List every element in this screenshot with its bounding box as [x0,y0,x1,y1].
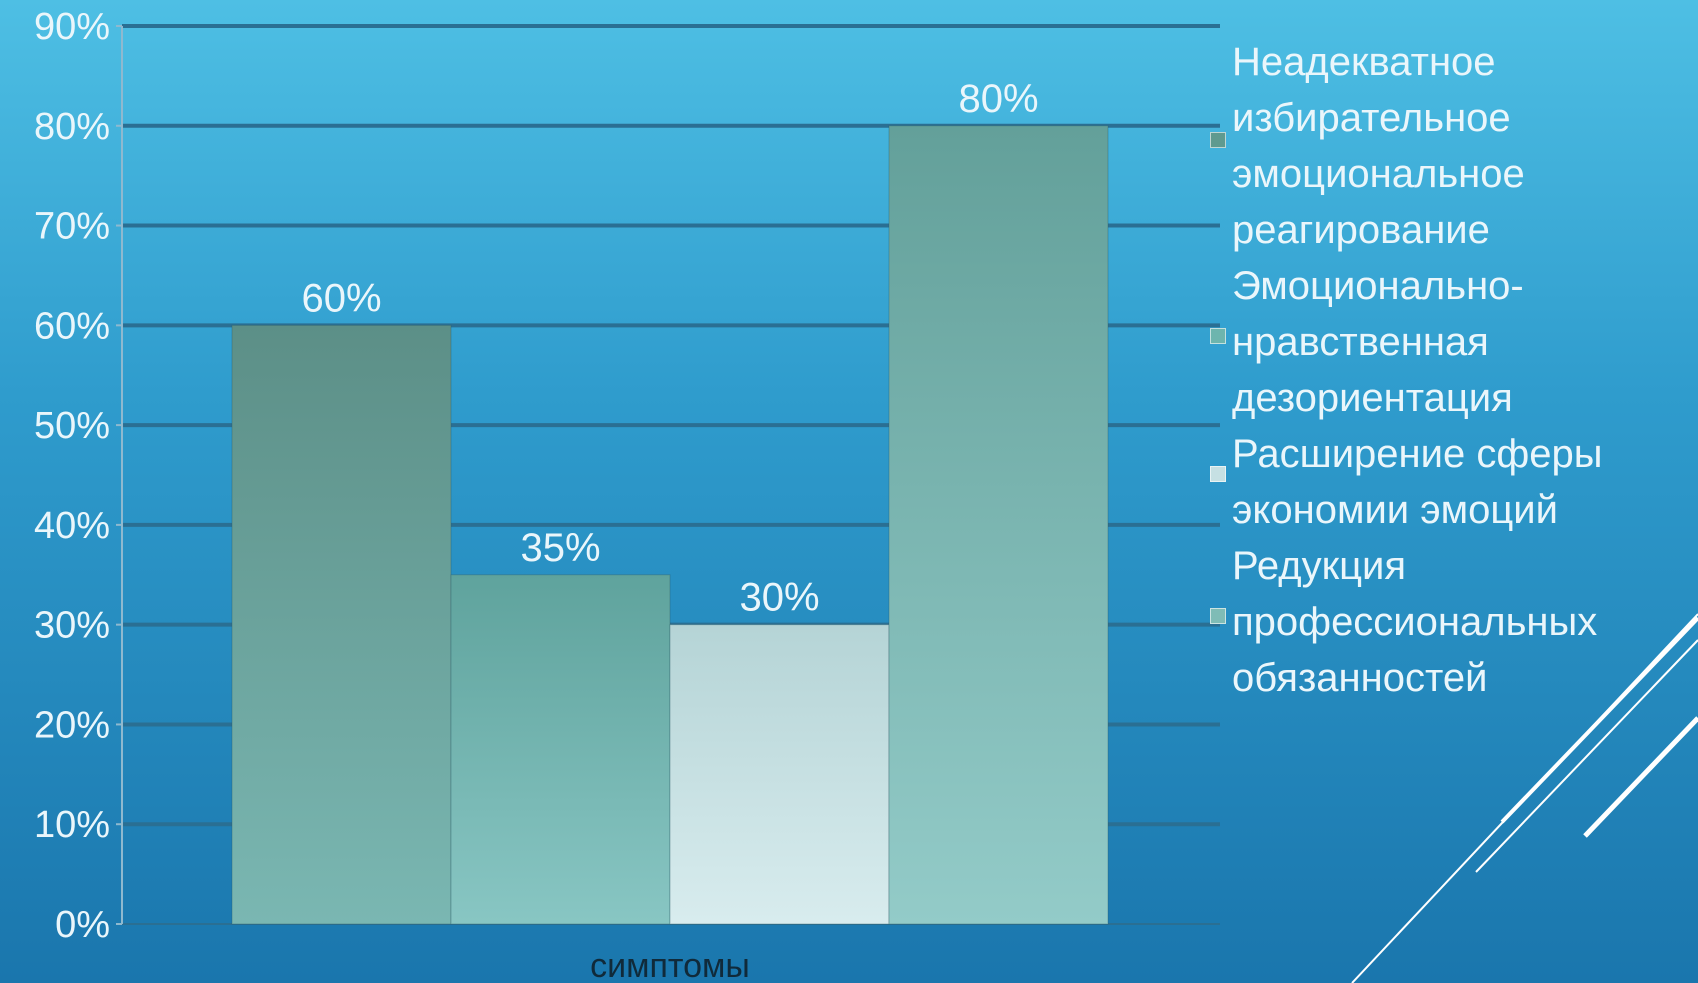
y-tick-label: 30% [34,605,110,647]
legend-item-3: Расширение сферы экономии эмоций [1204,426,1694,538]
data-labels: 60% 35% 30% 80% [301,77,1038,620]
y-tick-label: 20% [34,704,110,746]
legend-swatch-3 [1210,466,1226,482]
legend-swatch-1 [1210,132,1226,148]
y-tick-label: 10% [34,804,110,846]
legend-label-4: Редукция профессиональных обязанностей [1232,544,1598,700]
legend-item-2: Эмоционально-нравственная дезориентация [1204,258,1694,426]
legend-swatch-4 [1210,608,1226,624]
bar-4 [888,125,1109,925]
bar-3 [669,624,890,925]
legend-item-1: Неадекватное избирательное эмоциональное… [1204,34,1694,258]
x-axis-label: симптомы [590,947,750,983]
legend-label-3: Расширение сферы экономии эмоций [1232,432,1603,532]
y-tick-labels: 0% 10% 20% 30% 40% 50% 60% 70% 80% 90% [34,6,110,946]
y-tick-label: 80% [34,106,110,148]
y-tick-label: 40% [34,505,110,547]
y-tick-label: 60% [34,305,110,347]
bar-1 [231,324,452,925]
data-label-2: 35% [520,526,600,570]
legend-item-4: Редукция профессиональных обязанностей [1204,538,1694,706]
y-tick-label: 70% [34,206,110,248]
y-tick-label: 0% [55,904,110,946]
bar-2 [450,574,671,925]
y-tick-label: 50% [34,405,110,447]
legend-label-2: Эмоционально-нравственная дезориентация [1232,264,1524,420]
legend-swatch-2 [1210,328,1226,344]
data-label-3: 30% [739,576,819,620]
legend: Неадекватное избирательное эмоциональное… [1204,34,1694,706]
y-tick-label: 90% [34,6,110,48]
data-label-4: 80% [958,77,1038,121]
legend-label-1: Неадекватное избирательное эмоциональное… [1232,40,1525,252]
bars [231,125,1109,925]
data-label-1: 60% [301,276,381,320]
